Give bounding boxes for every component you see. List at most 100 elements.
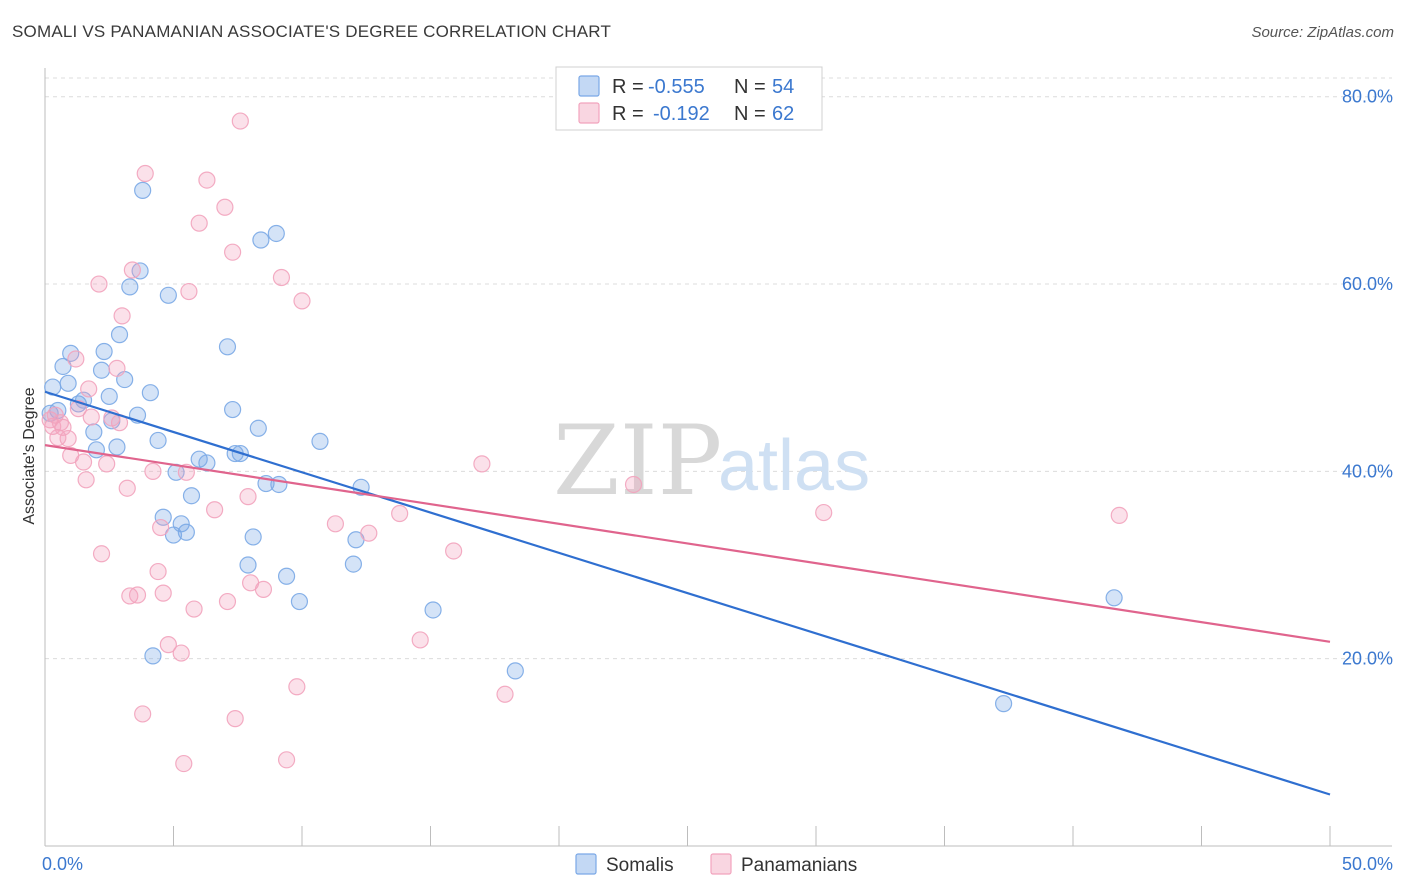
point-somalis: [182, 487, 201, 505]
point-somalis: [141, 384, 159, 402]
series-legend-label-somalis: Somalis: [606, 855, 674, 876]
point-panamanians: [496, 685, 514, 703]
point-somalis: [218, 338, 237, 356]
legend-n-label-somalis: N =: [734, 76, 766, 98]
point-panamanians: [113, 307, 131, 325]
point-somalis: [177, 523, 195, 541]
point-panamanians: [51, 414, 70, 432]
series-legend: Somalis Panamanians: [575, 853, 857, 876]
point-panamanians: [185, 600, 203, 618]
point-somalis: [995, 695, 1013, 713]
point-somalis: [154, 508, 172, 526]
point-panamanians: [108, 359, 126, 377]
point-panamanians: [172, 644, 190, 662]
point-somalis: [149, 431, 167, 450]
y-tick-label: 20.0%: [1342, 649, 1393, 669]
point-panamanians: [226, 710, 244, 728]
legend-n-label-panamanians: N =: [734, 103, 766, 125]
series-legend-swatch-panamanians: [710, 853, 732, 875]
legend-r-value-panamanians: -0.192: [653, 103, 710, 125]
tick-labels: 20.0% 40.0% 60.0% 80.0% 0.0% 50.0%: [42, 87, 1393, 874]
legend-n-value-somalis: 54: [772, 76, 794, 98]
point-panamanians: [59, 429, 77, 448]
point-panamanians: [54, 418, 72, 436]
point-panamanians: [190, 214, 208, 232]
legend: R = -0.555 N = 54 R = -0.192 N = 62: [555, 66, 823, 131]
legend-box: [555, 66, 823, 131]
point-panamanians: [136, 164, 154, 183]
chart-title: SOMALI VS PANAMANIAN ASSOCIATE'S DEGREE …: [12, 22, 612, 41]
point-somalis: [1105, 589, 1123, 607]
point-somalis: [87, 441, 106, 459]
point-panamanians: [254, 580, 273, 598]
point-panamanians: [134, 705, 152, 723]
point-somalis: [54, 357, 72, 376]
point-panamanians: [1110, 506, 1128, 524]
point-somalis: [134, 181, 152, 199]
point-somalis: [224, 400, 242, 419]
point-panamanians: [149, 562, 167, 581]
legend-r-label-panamanians: R =: [612, 103, 644, 125]
y-tick-label: 60.0%: [1342, 274, 1393, 294]
point-panamanians: [82, 408, 100, 426]
point-panamanians: [128, 586, 147, 604]
point-panamanians: [175, 754, 193, 773]
point-somalis: [506, 662, 524, 680]
point-panamanians: [77, 471, 95, 489]
legend-n-value-panamanians: 62: [772, 103, 794, 125]
point-panamanians: [224, 243, 242, 261]
data-points: [41, 112, 1128, 773]
point-panamanians: [288, 678, 306, 696]
point-panamanians: [144, 462, 162, 480]
point-panamanians: [277, 751, 296, 769]
point-panamanians: [118, 479, 136, 497]
point-somalis: [239, 556, 257, 574]
series-legend-swatch-somalis: [575, 853, 597, 875]
point-somalis: [110, 326, 129, 344]
point-panamanians: [123, 261, 141, 279]
axes: [44, 68, 1392, 847]
source-credit: Source: ZipAtlas.com: [1251, 24, 1394, 41]
point-somalis: [252, 231, 270, 249]
watermark: ZIP atlas: [553, 405, 870, 517]
legend-swatch-panamanians: [578, 102, 600, 124]
legend-r-value-somalis: -0.555: [648, 76, 705, 98]
point-panamanians: [218, 592, 237, 611]
point-somalis: [277, 567, 296, 585]
legend-swatch-somalis: [578, 75, 600, 97]
point-somalis: [92, 361, 111, 379]
trend-line-somalis: [44, 390, 1331, 796]
point-panamanians: [152, 518, 170, 537]
watermark-zip: ZIP: [553, 405, 722, 517]
point-panamanians: [90, 275, 108, 293]
point-panamanians: [326, 515, 345, 533]
point-panamanians: [80, 380, 98, 398]
x-tick-label: 0.0%: [42, 854, 83, 874]
point-panamanians: [624, 475, 643, 494]
point-panamanians: [231, 112, 249, 130]
point-somalis: [85, 423, 103, 441]
point-somalis: [311, 432, 329, 450]
point-panamanians: [74, 453, 93, 471]
point-panamanians: [198, 171, 216, 189]
x-tick-label: 50.0%: [1342, 854, 1393, 874]
point-somalis: [95, 342, 113, 361]
point-somalis: [270, 475, 288, 494]
point-somalis: [267, 224, 285, 243]
point-panamanians: [98, 455, 116, 473]
point-panamanians: [293, 292, 311, 310]
point-somalis: [159, 286, 177, 304]
y-tick-label: 40.0%: [1342, 461, 1393, 481]
point-somalis: [100, 387, 118, 406]
point-somalis: [290, 592, 309, 611]
y-axis-label: Associate's Degree: [21, 387, 38, 524]
point-somalis: [424, 601, 442, 619]
series-legend-label-panamanians: Panamanians: [741, 855, 857, 876]
y-tick-label: 80.0%: [1342, 87, 1393, 107]
point-panamanians: [815, 503, 833, 522]
point-panamanians: [154, 584, 172, 602]
point-somalis: [249, 419, 267, 437]
point-panamanians: [239, 488, 257, 506]
point-somalis: [144, 647, 162, 665]
